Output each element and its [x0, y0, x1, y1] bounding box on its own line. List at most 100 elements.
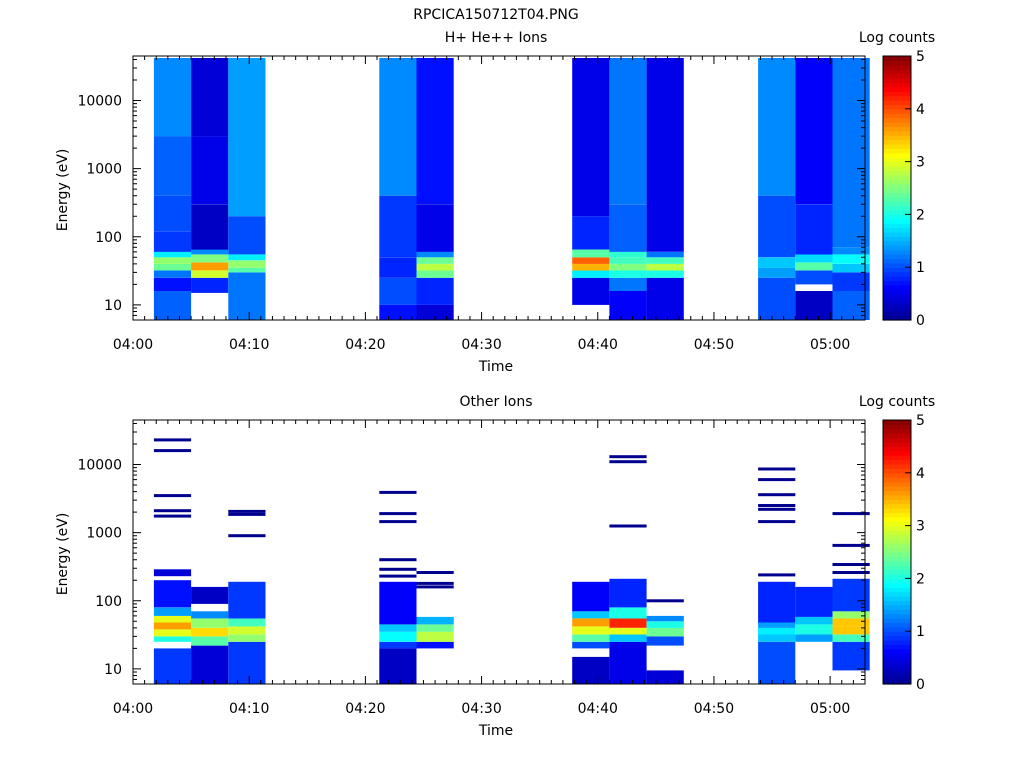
spectrogram-cell [795, 204, 833, 255]
x-tick-label: 04:50 [694, 701, 734, 717]
spectrogram-cell [646, 627, 684, 637]
spectrogram-cell [646, 58, 684, 252]
spectrogram-line [416, 571, 454, 574]
spectrogram-line [609, 524, 647, 528]
colorbar-segment [883, 543, 911, 549]
spectrogram-cell [153, 136, 192, 196]
colorbar-segment [883, 565, 911, 571]
colorbar-segment [883, 157, 911, 163]
y-tick-label: 100 [95, 230, 122, 246]
colorbar-segment [883, 450, 911, 456]
spectrogram-cell [153, 569, 192, 577]
plot-frame [132, 55, 866, 321]
colorbar-segment [883, 271, 911, 277]
colorbar-segment [883, 609, 911, 615]
spectrogram-cell [416, 257, 454, 264]
spectrogram-cell [758, 267, 796, 278]
colorbar-segment [883, 574, 911, 579]
spectrogram-cell [191, 249, 229, 255]
colorbar-tick-label: 5 [916, 49, 925, 65]
colorbar-segment [883, 455, 911, 461]
spectrogram-cell [609, 58, 647, 205]
spectrogram-cell [416, 263, 454, 271]
spectrogram-cell [572, 257, 610, 264]
spectrogram-line [832, 563, 870, 566]
colorbar-segment [883, 174, 911, 180]
colorbar-segment [883, 267, 911, 273]
colorbar-segment [883, 122, 911, 127]
x-tick-label: 04:20 [345, 701, 385, 717]
colorbar-segment [883, 675, 911, 681]
spectrogram-cell [795, 262, 833, 271]
spectrogram-cell [646, 263, 684, 271]
colorbar-tick-label: 3 [916, 519, 925, 535]
spectrogram-cell [646, 615, 684, 622]
spectrogram-cell [153, 615, 192, 623]
spectrogram-cell [191, 270, 229, 278]
spectrogram-cell [609, 634, 647, 642]
spectrogram-line [609, 455, 647, 459]
spectrogram-cell [572, 611, 610, 619]
plot-frame [132, 419, 866, 685]
spectrogram-cell [758, 257, 796, 268]
spectrogram-cell [416, 58, 454, 205]
spectrogram-cell [758, 581, 796, 623]
panel-2-colorbar-label: Log counts [859, 394, 935, 410]
spectrogram-cell [832, 578, 870, 612]
colorbar-segment [883, 280, 911, 286]
spectrogram-cell [646, 636, 684, 646]
colorbar-segment [883, 249, 911, 255]
colorbar-segment [883, 56, 911, 61]
colorbar-tick-label: 2 [916, 207, 925, 223]
x-tick-label: 04:10 [229, 337, 269, 353]
colorbar-segment [883, 587, 911, 593]
spectrogram-cell [646, 257, 684, 264]
spectrogram-cell [153, 580, 192, 608]
spectrogram-cell [609, 627, 647, 635]
spectrogram-cell [416, 204, 454, 252]
colorbar-segment [883, 481, 911, 487]
spectrogram-cell [191, 618, 229, 628]
colorbar-segment [883, 86, 911, 92]
panel-1-colorbar: 0 1 2 3 4 5 [882, 49, 925, 329]
colorbar-segment [883, 604, 911, 610]
colorbar-segment [883, 95, 911, 101]
panel-other-ions: Other Ions Log counts Time Energy (eV) 0… [55, 394, 935, 739]
colorbar-segment [883, 653, 911, 659]
spectrogram-cell [153, 231, 192, 252]
panel-1-spectrogram-cells [153, 58, 870, 320]
colorbar-segment [883, 205, 911, 211]
panel-1-x-label: Time [478, 359, 513, 375]
colorbar-tick-label: 1 [916, 260, 925, 276]
colorbar-segment [883, 210, 911, 215]
colorbar-segment [883, 170, 911, 176]
spectrogram-cell [191, 611, 229, 619]
spectrogram-cell [153, 648, 192, 684]
spectrogram-line [758, 520, 796, 524]
colorbar-segment [883, 306, 911, 312]
spectrogram-cell [228, 618, 266, 627]
spectrogram-cell [379, 195, 417, 258]
spectrogram-cell [832, 58, 870, 248]
colorbar-segment [883, 521, 911, 527]
spectrogram-line [758, 504, 796, 507]
colorbar-segment [883, 78, 911, 83]
spectrogram-cell [572, 641, 610, 649]
spectrogram-line [832, 571, 870, 574]
x-tick-label: 04:00 [113, 701, 153, 717]
spectrogram-cell [609, 204, 647, 252]
spectrogram-cell [832, 626, 870, 635]
colorbar-tick-label: 0 [916, 313, 925, 329]
colorbar-segment [883, 494, 911, 500]
colorbar-segment [883, 223, 911, 229]
spectrogram-cell [832, 272, 870, 291]
spectrogram-cell [609, 270, 647, 278]
x-tick-label: 04:10 [229, 701, 269, 717]
colorbar-segment [883, 503, 911, 509]
spectrogram-cell [758, 58, 796, 196]
colorbar-segment [883, 262, 911, 268]
spectrogram-cell [379, 257, 417, 278]
panel-2-colorbar: 0 1 2 3 4 5 [882, 413, 925, 693]
colorbar-segment [883, 218, 911, 224]
spectrogram-cell [191, 277, 229, 293]
